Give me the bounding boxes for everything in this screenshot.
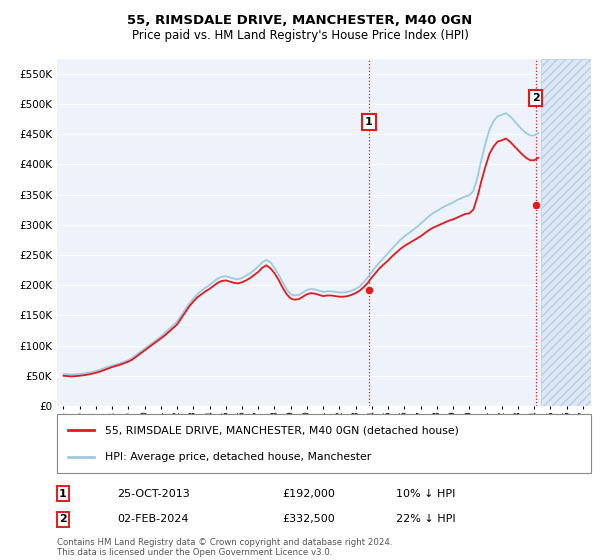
Text: 1: 1 — [365, 117, 373, 127]
Text: 25-OCT-2013: 25-OCT-2013 — [117, 489, 190, 499]
Text: 02-FEB-2024: 02-FEB-2024 — [117, 514, 188, 524]
Text: £192,000: £192,000 — [282, 489, 335, 499]
FancyBboxPatch shape — [57, 414, 591, 473]
Text: HPI: Average price, detached house, Manchester: HPI: Average price, detached house, Manc… — [105, 452, 371, 463]
Text: 2: 2 — [532, 93, 539, 103]
Text: 55, RIMSDALE DRIVE, MANCHESTER, M40 0GN: 55, RIMSDALE DRIVE, MANCHESTER, M40 0GN — [127, 14, 473, 27]
Text: Price paid vs. HM Land Registry's House Price Index (HPI): Price paid vs. HM Land Registry's House … — [131, 29, 469, 42]
Text: 22% ↓ HPI: 22% ↓ HPI — [396, 514, 455, 524]
Text: 55, RIMSDALE DRIVE, MANCHESTER, M40 0GN (detached house): 55, RIMSDALE DRIVE, MANCHESTER, M40 0GN … — [105, 425, 459, 435]
Text: 2: 2 — [59, 514, 67, 524]
Text: Contains HM Land Registry data © Crown copyright and database right 2024.
This d: Contains HM Land Registry data © Crown c… — [57, 538, 392, 557]
Bar — [541, 59, 591, 406]
Text: 10% ↓ HPI: 10% ↓ HPI — [396, 489, 455, 499]
Text: £332,500: £332,500 — [282, 514, 335, 524]
Text: 1: 1 — [59, 489, 67, 499]
